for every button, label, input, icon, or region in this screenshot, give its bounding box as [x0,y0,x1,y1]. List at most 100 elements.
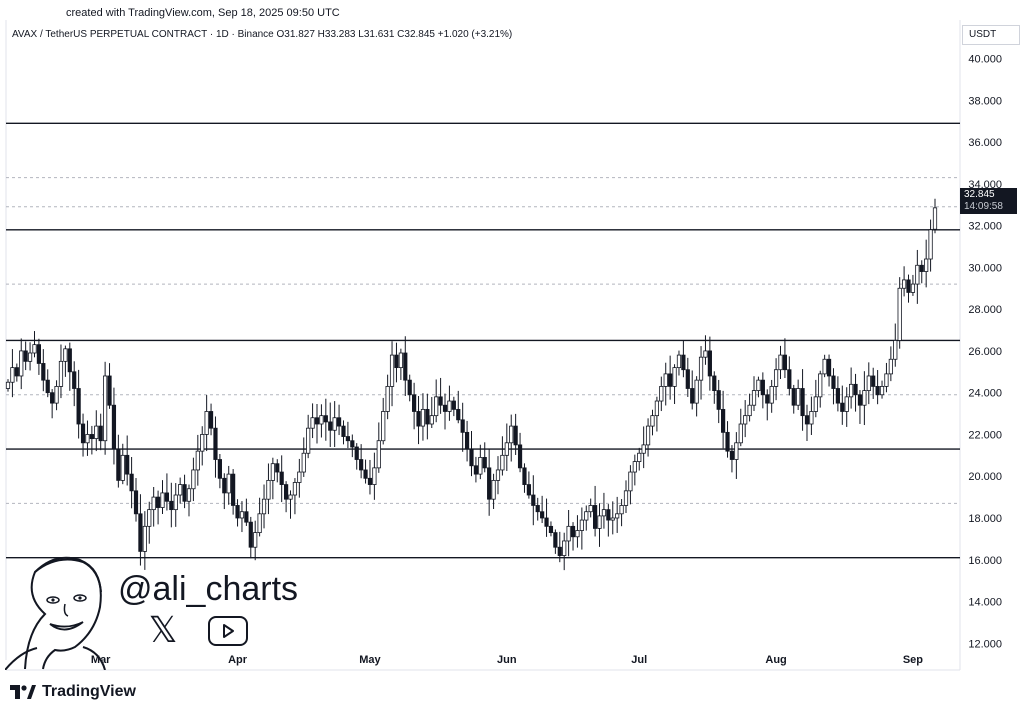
candle-body [169,500,174,511]
price-tick-label: 38.000 [968,95,1002,107]
candle-body [41,363,46,381]
candle-body [778,354,783,371]
candle-body [818,373,823,398]
candle-body [813,396,818,412]
candle-body [451,400,456,410]
play-triangle-icon [223,624,234,638]
candles [5,198,938,571]
candle-body [45,379,50,394]
candle-body [19,350,24,377]
candle-body [601,509,607,517]
candle-body [138,513,143,552]
candle-body [796,388,801,406]
candle-body [544,517,549,527]
candle-body [672,367,677,387]
candle-body [279,471,284,485]
candle-body [248,521,253,548]
candle-body [288,494,293,500]
candle-body [504,442,509,456]
time-scale: Mar Apr May Jun Jul Aug Sep [91,654,923,666]
candle-body [822,358,827,375]
candle-body [319,415,324,425]
candle-body [866,375,871,391]
candle-body [575,530,580,538]
candle-body [707,350,712,377]
candle-body [125,454,130,475]
candle-body [800,388,805,417]
candle-body [849,383,854,398]
candle-body [570,525,576,538]
candle-body [924,258,929,272]
candle-body [403,352,408,381]
candle-body [831,375,836,389]
price-tick-label: 32.000 [968,221,1002,233]
candle-body [239,511,245,519]
candle-body [217,459,222,479]
candle-body [915,264,920,285]
candle-body [420,408,426,427]
horizontal-levels [5,20,961,671]
candle-body [200,434,205,452]
candle-body [116,448,121,481]
candle-body [597,515,602,529]
candle-body [668,373,673,387]
candle-body [389,354,395,387]
symbol-legend: AVAX / TetherUS PERPETUAL CONTRACT · 1D … [12,29,513,40]
candle-body [14,367,19,377]
candle-body [412,394,417,412]
candle-body [359,459,364,471]
candle-body [367,477,373,485]
candle-body [478,457,483,475]
candle-body [310,417,315,429]
candle-body [297,471,302,483]
youtube-play-icon[interactable] [208,616,248,646]
candle-body [120,454,125,481]
candle-body [659,386,664,402]
candle-body [58,360,64,387]
candle-body [734,442,739,460]
price-tick-label: 16.000 [968,555,1002,567]
candle-body [721,408,726,433]
candle-body [191,469,196,490]
candle-body [372,467,377,485]
candle-body [690,388,695,404]
candle-body [425,408,430,425]
candle-body [80,423,86,444]
candle-body [107,375,112,406]
candle-body [63,348,68,362]
candle-body [129,473,134,492]
candle-body [306,427,311,454]
candle-body [253,532,258,548]
candle-body [482,457,487,469]
candle-body [182,484,187,502]
candle-body [517,444,523,469]
candle-body [566,525,571,542]
candle-body [716,390,721,410]
candle-body [67,348,72,373]
currency-unit-label[interactable]: USDT [962,25,1020,45]
price-tick-label: 30.000 [968,262,1002,274]
candle-body [473,465,479,475]
candle-body [142,525,147,552]
candle-body [350,440,355,448]
candle-body [164,492,170,502]
candle-body [804,415,810,425]
candle-body [584,511,589,521]
candle-body [782,354,788,371]
candle-body [557,546,562,556]
candle-body [36,344,42,364]
candle-body [932,207,938,230]
tradingview-logo[interactable]: TradingView [10,683,136,701]
candle-body [32,344,37,354]
candle-body [266,479,271,500]
price-tick-label: 40.000 [968,54,1002,66]
candle-body [98,425,103,442]
candle-body [632,461,637,473]
candle-body [173,494,178,511]
candle-body [363,469,368,479]
price-scale: 12.000 14.000 16.000 18.000 20.000 22.000 24.0… [968,54,1002,651]
price-tick-label: 12.000 [968,638,1002,650]
candle-body [654,400,660,417]
x-logo-icon[interactable]: 𝕏 [148,609,178,650]
